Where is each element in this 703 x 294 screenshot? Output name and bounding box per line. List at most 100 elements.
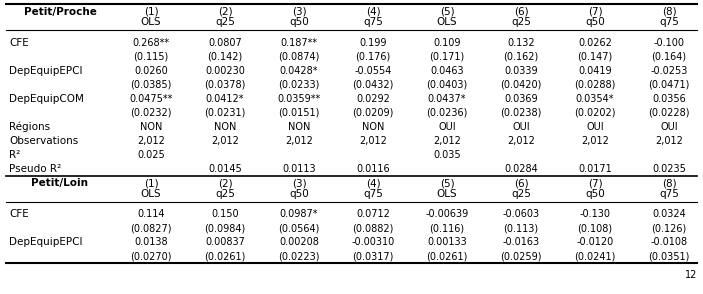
Text: 0.199: 0.199 (359, 38, 387, 48)
Text: 0.025: 0.025 (137, 150, 165, 160)
Text: 0.035: 0.035 (433, 150, 460, 160)
Text: q75: q75 (659, 17, 679, 27)
Text: q25: q25 (215, 17, 235, 27)
Text: (0.116): (0.116) (430, 223, 465, 233)
Text: DepEquipEPCI: DepEquipEPCI (9, 66, 82, 76)
Text: (5): (5) (439, 178, 454, 188)
Text: -0.100: -0.100 (654, 38, 685, 48)
Text: (0.0241): (0.0241) (574, 251, 616, 261)
Text: 0.0171: 0.0171 (578, 163, 612, 173)
Text: q50: q50 (289, 189, 309, 199)
Text: 0.0113: 0.0113 (282, 163, 316, 173)
Text: (0.0236): (0.0236) (426, 108, 467, 118)
Text: (0.0874): (0.0874) (278, 52, 320, 62)
Text: (1): (1) (143, 178, 158, 188)
Text: 2,012: 2,012 (507, 136, 535, 146)
Text: -0.0120: -0.0120 (576, 237, 614, 247)
Text: 0.0354*: 0.0354* (576, 93, 614, 103)
Text: (0.0882): (0.0882) (352, 223, 394, 233)
Text: (0.147): (0.147) (577, 52, 612, 62)
Text: (0.126): (0.126) (652, 223, 687, 233)
Text: 0.0712: 0.0712 (356, 209, 390, 219)
Text: q75: q75 (659, 189, 679, 199)
Text: 0.268**: 0.268** (132, 38, 169, 48)
Text: OLS: OLS (437, 189, 458, 199)
Text: (0.171): (0.171) (430, 52, 465, 62)
Text: R²: R² (9, 150, 20, 160)
Text: (8): (8) (662, 7, 676, 17)
Text: (0.0378): (0.0378) (205, 80, 245, 90)
Text: (0.0231): (0.0231) (205, 108, 245, 118)
Text: 2,012: 2,012 (581, 136, 609, 146)
Text: (6): (6) (514, 178, 529, 188)
Text: -0.00639: -0.00639 (425, 209, 469, 219)
Text: 2,012: 2,012 (285, 136, 313, 146)
Text: (0.0984): (0.0984) (205, 223, 245, 233)
Text: (0.0317): (0.0317) (352, 251, 394, 261)
Text: 0.0412*: 0.0412* (206, 93, 244, 103)
Text: 0.0437*: 0.0437* (427, 93, 466, 103)
Text: (0.0228): (0.0228) (648, 108, 690, 118)
Text: (4): (4) (366, 178, 380, 188)
Text: (6): (6) (514, 7, 529, 17)
Text: (0.0202): (0.0202) (574, 108, 616, 118)
Text: 0.0359**: 0.0359** (278, 93, 321, 103)
Text: -0.00310: -0.00310 (352, 237, 394, 247)
Text: (3): (3) (292, 178, 307, 188)
Text: (0.0351): (0.0351) (648, 251, 690, 261)
Text: 2,012: 2,012 (655, 136, 683, 146)
Text: (2): (2) (218, 7, 232, 17)
Text: (0.162): (0.162) (503, 52, 538, 62)
Text: CFE: CFE (9, 209, 29, 219)
Text: (0.0385): (0.0385) (130, 80, 172, 90)
Text: q50: q50 (289, 17, 309, 27)
Text: (0.0223): (0.0223) (278, 251, 320, 261)
Text: q25: q25 (511, 189, 531, 199)
Text: DepEquipEPCI: DepEquipEPCI (9, 237, 82, 247)
Text: OLS: OLS (141, 17, 161, 27)
Text: (0.113): (0.113) (503, 223, 538, 233)
Text: OUI: OUI (586, 122, 604, 132)
Text: (8): (8) (662, 178, 676, 188)
Text: NON: NON (362, 122, 384, 132)
Text: 0.0475**: 0.0475** (129, 93, 173, 103)
Text: (0.0471): (0.0471) (648, 80, 690, 90)
Text: (0.0403): (0.0403) (427, 80, 467, 90)
Text: 0.0235: 0.0235 (652, 163, 686, 173)
Text: 0.0807: 0.0807 (208, 38, 242, 48)
Text: (0.0238): (0.0238) (501, 108, 542, 118)
Text: 0.0292: 0.0292 (356, 93, 390, 103)
Text: NON: NON (288, 122, 310, 132)
Text: 0.0987*: 0.0987* (280, 209, 318, 219)
Text: NON: NON (140, 122, 162, 132)
Text: -0.130: -0.130 (579, 209, 610, 219)
Text: 0.0339: 0.0339 (504, 66, 538, 76)
Text: 0.114: 0.114 (137, 209, 165, 219)
Text: Petit/Proche: Petit/Proche (24, 7, 96, 17)
Text: (0.0288): (0.0288) (574, 80, 616, 90)
Text: (7): (7) (588, 7, 602, 17)
Text: 0.00133: 0.00133 (427, 237, 467, 247)
Text: (0.115): (0.115) (134, 52, 169, 62)
Text: 0.150: 0.150 (211, 209, 239, 219)
Text: 12: 12 (685, 270, 697, 280)
Text: q25: q25 (511, 17, 531, 27)
Text: 0.00230: 0.00230 (205, 66, 245, 76)
Text: 0.187**: 0.187** (280, 38, 318, 48)
Text: (0.108): (0.108) (577, 223, 612, 233)
Text: 0.0324: 0.0324 (652, 209, 686, 219)
Text: (0.142): (0.142) (207, 52, 243, 62)
Text: (3): (3) (292, 7, 307, 17)
Text: (0.0564): (0.0564) (278, 223, 320, 233)
Text: (1): (1) (143, 7, 158, 17)
Text: Petit/Loin: Petit/Loin (32, 178, 89, 188)
Text: -0.0603: -0.0603 (503, 209, 540, 219)
Text: 0.0428*: 0.0428* (280, 66, 318, 76)
Text: 0.0463: 0.0463 (430, 66, 464, 76)
Text: OUI: OUI (660, 122, 678, 132)
Text: 0.00208: 0.00208 (279, 237, 319, 247)
Text: 0.0145: 0.0145 (208, 163, 242, 173)
Text: (2): (2) (218, 178, 232, 188)
Text: (0.0233): (0.0233) (278, 80, 320, 90)
Text: 2,012: 2,012 (211, 136, 239, 146)
